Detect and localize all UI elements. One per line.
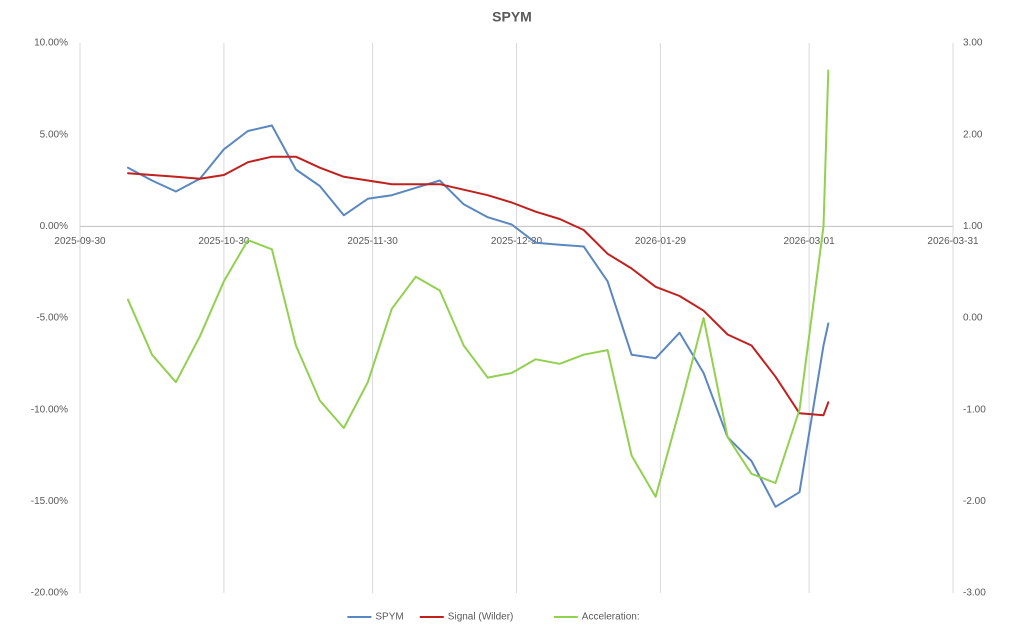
x-tick-label: 2026-03-01 bbox=[784, 236, 836, 247]
y-tick-label: 0.00% bbox=[40, 221, 68, 232]
y2-tick-label: -1.00 bbox=[963, 404, 986, 415]
x-tick-label: 2025-10-30 bbox=[198, 236, 250, 247]
chart-title: SPYM bbox=[492, 9, 532, 25]
y-tick-label: -10.00% bbox=[31, 404, 68, 415]
y2-tick-label: 2.00 bbox=[963, 129, 983, 140]
y2-tick-label: 1.00 bbox=[963, 221, 983, 232]
x-tick-label: 2025-12-30 bbox=[491, 236, 543, 247]
y-tick-label: 10.00% bbox=[34, 38, 68, 49]
x-tick-label: 2025-09-30 bbox=[54, 236, 106, 247]
y2-tick-label: -3.00 bbox=[963, 588, 986, 599]
y-tick-label: 5.00% bbox=[40, 129, 68, 140]
series-line bbox=[127, 69, 830, 498]
y2-tick-label: -2.00 bbox=[963, 496, 986, 507]
legend-label: SPYM bbox=[375, 612, 403, 623]
legend-label: Signal (Wilder) bbox=[448, 612, 514, 623]
x-tick-label: 2026-03-31 bbox=[927, 236, 979, 247]
y-tick-label: -20.00% bbox=[31, 588, 68, 599]
x-tick-label: 2026-01-29 bbox=[635, 236, 687, 247]
y2-tick-label: 3.00 bbox=[963, 38, 983, 49]
y2-tick-label: 0.00 bbox=[963, 313, 983, 324]
legend-label: Acceleration: bbox=[582, 612, 640, 623]
x-tick-label: 2025-11-30 bbox=[347, 236, 398, 247]
series-line bbox=[127, 155, 830, 417]
y-tick-label: -15.00% bbox=[31, 496, 68, 507]
y-tick-label: -5.00% bbox=[36, 313, 68, 324]
